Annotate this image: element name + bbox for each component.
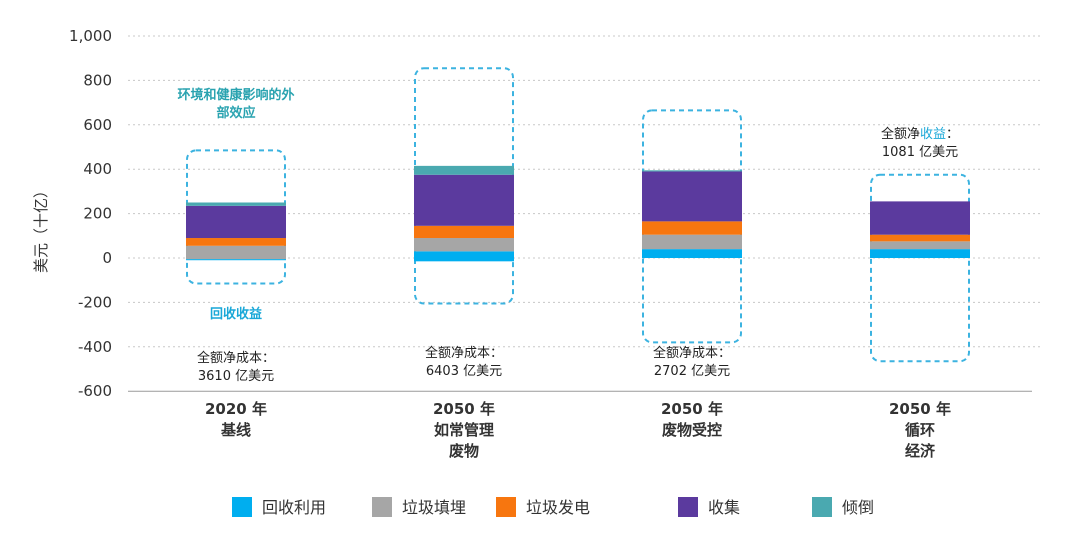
recycling-revenue-label: 回收收益 bbox=[210, 306, 262, 322]
externality-dashed-box bbox=[186, 149, 286, 285]
legend-label-dumping: 倾倒 bbox=[842, 498, 874, 517]
externalities-label-line1: 环境和健康影响的外 bbox=[177, 87, 294, 103]
legend-swatch-dumping bbox=[812, 497, 832, 517]
x-category-label: 2020 年 bbox=[205, 400, 267, 418]
net-benefit-line1: 全额净收益： bbox=[881, 126, 959, 142]
net-cost-bau-line1: 全额净成本： bbox=[425, 345, 503, 361]
x-category-label: 基线 bbox=[220, 421, 251, 439]
y-tick-label: -400 bbox=[78, 338, 112, 356]
y-tick-label: 200 bbox=[83, 205, 112, 223]
bar-segment-recycling bbox=[414, 251, 514, 262]
bar-segment-recycling bbox=[870, 249, 970, 258]
y-tick-label: 600 bbox=[83, 116, 112, 134]
net-cost-2020-line2: 3610 亿美元 bbox=[198, 369, 274, 384]
externality-dashed-box bbox=[870, 173, 970, 363]
bar-segment-dumping bbox=[642, 170, 742, 172]
externality-boxes bbox=[186, 67, 970, 363]
x-category-label: 循环 bbox=[905, 421, 935, 439]
y-tick-label: 0 bbox=[102, 249, 112, 267]
bar-segment-landfill bbox=[414, 238, 514, 252]
x-category-label: 2050 年 bbox=[889, 400, 951, 418]
axis-layer: 1,000 800 600 400 200 0 -200 -400 -600 2020 年基线 20… bbox=[69, 27, 1032, 460]
externalities-label-line2: 部效应 bbox=[216, 105, 255, 121]
y-tick-label: 400 bbox=[83, 160, 112, 178]
net-cost-managed-line2: 2702 亿美元 bbox=[654, 364, 730, 379]
bar-segment-landfill bbox=[642, 234, 742, 250]
legend-swatch-recycling bbox=[232, 497, 252, 517]
bar-segment-collection bbox=[870, 201, 970, 235]
bar-segment-landfill bbox=[870, 241, 970, 250]
legend: 回收利用 垃圾填埋 垃圾发电 收集 倾倒 bbox=[232, 497, 874, 517]
net-cost-bau-line2: 6403 亿美元 bbox=[426, 364, 502, 379]
text-layer: 美元（十亿） 环境和健康影响的外 部效应 回收收益 全额净成本： 3610 亿美… bbox=[32, 87, 959, 384]
legend-label-recycling: 回收利用 bbox=[262, 498, 326, 517]
bar-segment-energy bbox=[870, 234, 970, 242]
y-axis-label: 美元（十亿） bbox=[32, 183, 50, 273]
net-benefit-prefix: 全额净 bbox=[881, 126, 920, 142]
legend-label-collection: 收集 bbox=[708, 498, 740, 517]
legend-swatch-collection bbox=[678, 497, 698, 517]
bar-segment-landfill bbox=[186, 245, 286, 260]
net-cost-managed-line1: 全额净成本： bbox=[653, 345, 731, 361]
legend-swatch-landfill bbox=[372, 497, 392, 517]
bar-segment-energy bbox=[642, 221, 742, 235]
y-tick-label: 1,000 bbox=[69, 27, 112, 45]
x-category-label: 如常管理 bbox=[434, 421, 494, 439]
bar-segment-recycling bbox=[186, 259, 286, 261]
bar-segment-collection bbox=[642, 171, 742, 222]
bar-segment-energy bbox=[186, 238, 286, 246]
bar-segment-dumping bbox=[186, 202, 286, 206]
bar-layer bbox=[186, 165, 970, 262]
legend-label-landfill: 垃圾填埋 bbox=[402, 498, 466, 517]
net-benefit-word: 收益 bbox=[920, 127, 946, 142]
legend-swatch-energy bbox=[496, 497, 516, 517]
net-cost-2020-line1: 全额净成本： bbox=[197, 350, 275, 366]
x-category-label: 2050 年 bbox=[661, 400, 723, 418]
bar-segment-collection bbox=[414, 174, 514, 226]
bar-segment-collection bbox=[186, 205, 286, 239]
x-category-label: 废物受控 bbox=[662, 421, 722, 439]
grid-layer bbox=[128, 35, 1040, 348]
y-tick-label: -600 bbox=[78, 382, 112, 400]
y-tick-label: -200 bbox=[78, 293, 112, 311]
bar-segment-energy bbox=[414, 225, 514, 239]
x-category-label: 2050 年 bbox=[433, 400, 495, 418]
x-category-label: 经济 bbox=[905, 442, 936, 460]
net-benefit-line2: 1081 亿美元 bbox=[882, 145, 958, 160]
bar-segment-recycling bbox=[642, 249, 742, 258]
x-category-label: 废物 bbox=[449, 442, 479, 460]
legend-label-energy: 垃圾发电 bbox=[526, 498, 590, 517]
bar-segment-dumping bbox=[414, 165, 514, 175]
y-tick-label: 800 bbox=[83, 71, 112, 89]
net-benefit-suffix: ： bbox=[946, 127, 959, 142]
